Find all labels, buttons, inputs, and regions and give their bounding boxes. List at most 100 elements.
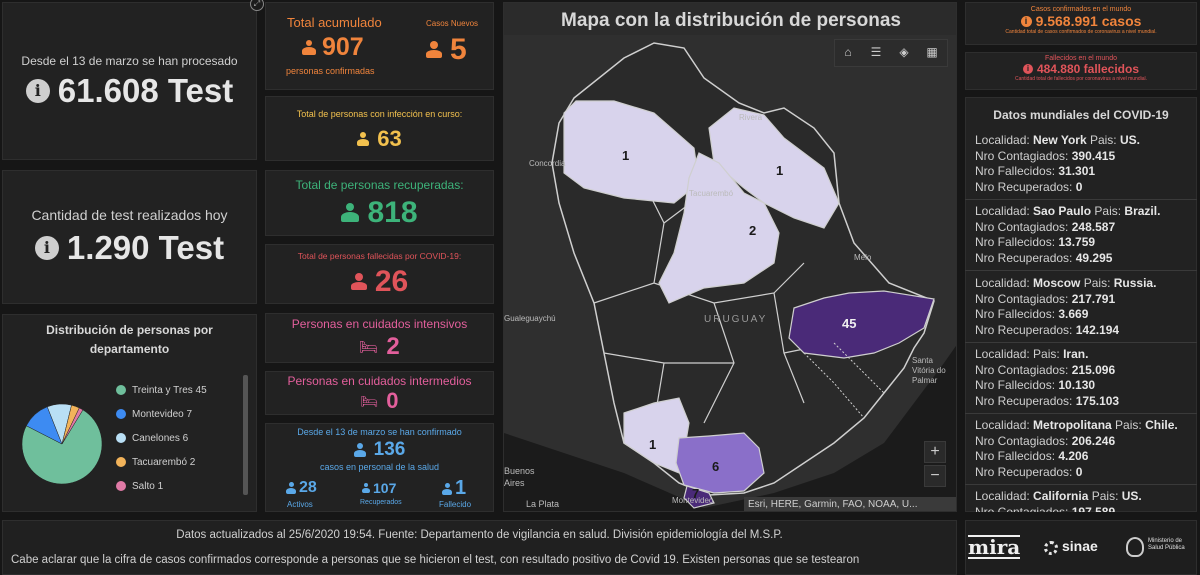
entry-location-line: Localidad: Sao Paulo Pais: Brazil. [975, 204, 1161, 218]
pie-slice[interactable] [61, 407, 84, 445]
footer-panel: Datos actualizados al 25/6/2020 19:54. F… [2, 520, 957, 575]
tests-today-value: 1.290 Test [66, 229, 225, 266]
legend-swatch [116, 433, 126, 443]
world-cases-panel: Casos confirmados en el mundo i 9.568.99… [965, 2, 1197, 45]
footer-line2: Cabe aclarar que la cifra de casos confi… [11, 554, 860, 566]
dept-canelones [675, 432, 765, 494]
world-entry-card[interactable]: Localidad: Metropolitana Pais: Chile. Nro… [965, 413, 1197, 485]
map-title: Mapa con la distribución de personas [561, 10, 901, 31]
tests-today-panel: Cantidad de test realizados hoy i 1.290 … [2, 170, 257, 304]
deceased-value: 26 [374, 265, 409, 298]
dept-label-tacuarembo: 2 [749, 223, 757, 238]
legend-swatch [116, 457, 126, 467]
logo-msp: Ministerio de Salud Pública [1148, 538, 1185, 551]
health-deceased-value: 1 [455, 477, 467, 499]
info-icon: i [1020, 15, 1032, 27]
dept-treinta-y-tres [788, 290, 935, 359]
layers-icon[interactable]: ◈ [899, 45, 909, 59]
person-icon [341, 203, 360, 223]
world-list-title: Datos mundiales del COVID-19 [993, 108, 1169, 122]
logos-panel: mira sinae Ministerio de Salud Pública [965, 520, 1197, 575]
intermediate-panel: Personas en cuidados intermedios 🛏 0 [265, 371, 494, 415]
health-active-label: Activos [287, 500, 313, 509]
entry-fallecidos: Nro Fallecidos: 31.301 [975, 164, 1096, 178]
dept-montevideo [683, 485, 715, 509]
person-icon [302, 39, 316, 56]
pie-chart [21, 403, 103, 485]
entry-recuperados: Nro Recuperados: 142.194 [975, 322, 1120, 337]
active-value: 63 [377, 126, 402, 151]
dept-label-colonia: 1 [649, 437, 657, 452]
intermediate-title: Personas en cuidados intermedios [287, 374, 472, 388]
home-icon[interactable]: ⌂ [844, 45, 852, 59]
active-panel: Total de personas con infección en curso… [265, 96, 494, 161]
country-label: URUGUAY [704, 314, 768, 325]
accum-panel: Total acumulado 907 personas confirmadas… [265, 2, 494, 90]
world-entry-card[interactable]: Localidad: Pais: Iran. Nro Contagiados: 2… [965, 342, 1197, 414]
person-icon [442, 482, 452, 495]
world-entry-card[interactable]: Localidad: California Pais: US. Nro Conta… [965, 484, 1197, 512]
entry-contagiados: Nro Contagiados: 197.589 [975, 504, 1116, 513]
person-icon [350, 273, 367, 291]
icu-panel: Personas en cuidados intensivos 🛏 2 [265, 313, 494, 363]
footer-line1: Datos actualizados al 25/6/2020 19:54. F… [176, 529, 783, 541]
entry-location-line: Localidad: Metropolitana Pais: Chile. [975, 418, 1178, 432]
distribution-title: Distribución de personas por departament… [46, 323, 213, 356]
pie-slice[interactable] [21, 409, 103, 485]
legend-item[interactable]: Salto 1 [116, 474, 207, 498]
expand-icon[interactable]: ⤢ [250, 0, 264, 11]
info-icon: i [25, 79, 50, 103]
legend-swatch [116, 481, 126, 491]
entry-contagiados: Nro Contagiados: 217.791 [975, 291, 1116, 306]
zoom-in-button[interactable]: + [924, 441, 946, 463]
tests-total-panel: ⤢ Desde el 13 de marzo se han procesado … [2, 0, 264, 160]
legend-list-icon[interactable]: ☰ [870, 45, 882, 59]
legend-item[interactable]: Canelones 6 [116, 426, 207, 450]
sinae-logo-icon [1044, 541, 1058, 555]
legend-label: Montevideo 7 [132, 408, 193, 420]
health-panel: Desde el 13 de marzo se han confirmado 1… [265, 423, 494, 512]
legend-item[interactable]: Montevideo 7 [116, 402, 207, 426]
entry-location-line: Localidad: Pais: Iran. [975, 347, 1089, 361]
world-cases-value: 9.568.991 casos [1035, 13, 1142, 29]
city-label: Rivera [739, 113, 763, 122]
recovered-value: 818 [367, 196, 418, 229]
legend-item[interactable]: Tacuarembó 2 [116, 450, 207, 474]
world-entry-card[interactable]: Localidad: Sao Paulo Pais: Brazil. Nro Co… [965, 199, 1197, 271]
entry-recuperados: Nro Recuperados: 0 [975, 464, 1083, 479]
info-icon: i [1022, 64, 1033, 74]
map-panel: Mapa con la distribución de personas 1 1… [503, 2, 957, 512]
health-recovered-value: 107 [373, 480, 397, 496]
map-attribution: Esri, HERE, Garmin, FAO, NOAA, U... [744, 497, 956, 511]
entry-recuperados: Nro Recuperados: 175.103 [975, 393, 1120, 408]
world-deaths-sub: Cantidad total de fallecidos por coronav… [1014, 76, 1148, 82]
recovered-panel: Total de personas recuperadas: 818 [265, 170, 494, 236]
uruguay-map[interactable] [504, 3, 957, 512]
person-icon [286, 482, 296, 494]
health-recovered-label: Recuperados [360, 499, 402, 506]
city-label: Melo [854, 253, 872, 262]
dept-label-salto: 1 [622, 148, 630, 163]
map-toolbar [834, 39, 948, 67]
entry-contagiados: Nro Contagiados: 215.096 [975, 362, 1116, 377]
legend-label: Tacuarembó 2 [132, 456, 196, 468]
legend-swatch [116, 409, 126, 419]
bed-icon: 🛏 [359, 339, 379, 356]
zoom-out-button[interactable]: − [924, 465, 946, 487]
entry-contagiados: Nro Contagiados: 390.415 [975, 148, 1116, 163]
world-entry-card[interactable]: Localidad: Moscow Pais: Russia. Nro Conta… [965, 271, 1197, 343]
world-deaths-value: 484.880 fallecidos [1036, 62, 1140, 76]
person-icon [357, 132, 370, 146]
city-label: Tacuarembó [689, 189, 734, 198]
distribution-panel: Distribución de personas por departament… [2, 314, 257, 512]
world-entry-card[interactable]: Localidad: New York Pais: US. Nro Contagi… [965, 128, 1197, 200]
entry-fallecidos: Nro Fallecidos: 4.206 [975, 449, 1089, 463]
entry-location-line: Localidad: New York Pais: US. [975, 133, 1140, 147]
dept-rivera [708, 107, 840, 229]
entry-fallecidos: Nro Fallecidos: 10.130 [975, 378, 1096, 392]
basemap-gallery-icon[interactable]: ▦ [926, 45, 938, 59]
dept-tacuarembo [658, 152, 780, 304]
dept-label-canelones: 6 [712, 459, 720, 474]
legend-scrollbar[interactable] [243, 375, 248, 495]
legend-item[interactable]: Treinta y Tres 45 [116, 378, 207, 402]
